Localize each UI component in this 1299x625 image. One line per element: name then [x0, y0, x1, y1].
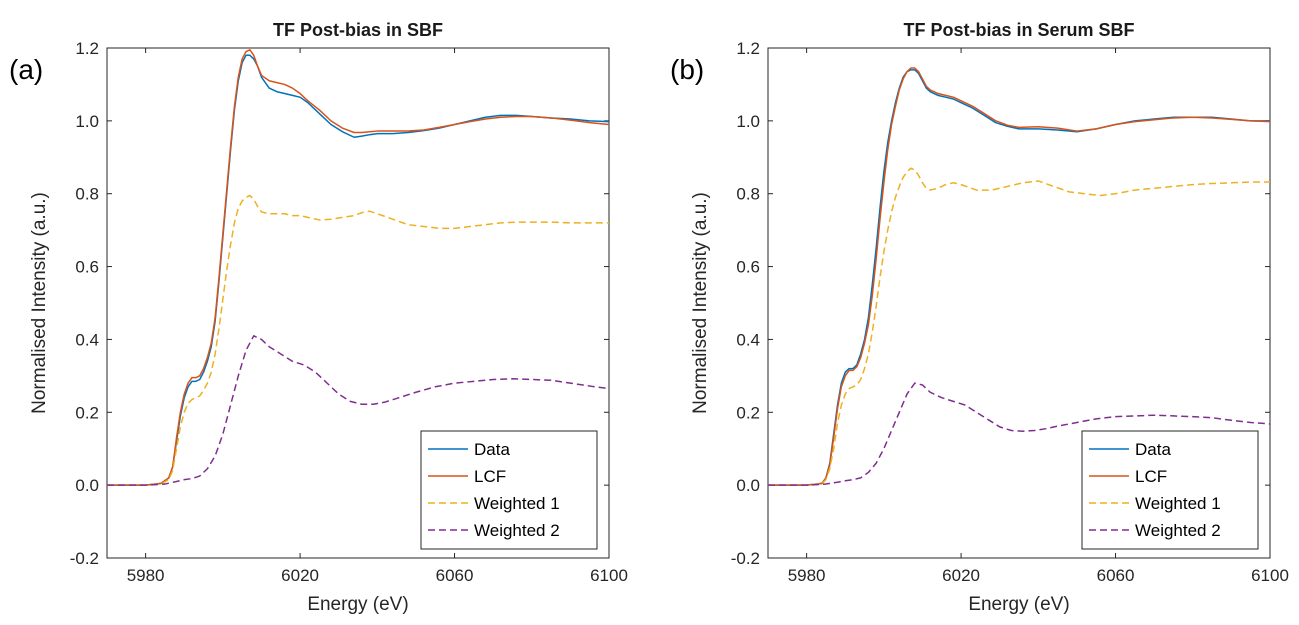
y-tick-label: 1.2: [736, 39, 760, 58]
series-line-weighted-2: [768, 382, 1270, 486]
y-tick-label: 0.6: [75, 258, 99, 277]
y-axis-label: Normalised Intensity (a.u.): [29, 192, 50, 414]
y-tick-label: 0.4: [736, 330, 760, 349]
legend-label: Weighted 1: [474, 494, 560, 513]
chart-title: TF Post-bias in SBF: [273, 20, 443, 40]
panel-label: (b): [670, 54, 704, 85]
x-tick-label: 6020: [281, 566, 319, 585]
y-tick-label: 0.0: [75, 476, 99, 495]
y-tick-label: 1.2: [75, 39, 99, 58]
legend-label: LCF: [1135, 467, 1167, 486]
series-line-weighted-1: [768, 167, 1270, 486]
y-tick-label: 1.0: [736, 112, 760, 131]
x-tick-label: 5980: [788, 566, 826, 585]
series-group: [107, 49, 609, 486]
legend-label: Data: [1135, 440, 1171, 459]
x-tick-label: 6020: [942, 566, 980, 585]
y-tick-label: -0.2: [731, 549, 760, 568]
chart-panel-b: -0.2 0.0 0.2 0.4 0.6 0.8 1.0 1.2 5980 6020 6060 610…: [670, 20, 1289, 615]
y-tick-label: 0.4: [75, 330, 99, 349]
chart-panel-a: -0.2 0.0 0.2 0.4 0.6 0.8 1.0 1.2 5980 6020 6060 610…: [9, 20, 628, 615]
series-line-weighted-2: [107, 335, 609, 486]
y-tick-label: -0.2: [70, 549, 99, 568]
series-line-lcf: [768, 67, 1270, 486]
series-group: [768, 67, 1270, 486]
legend-label: LCF: [474, 467, 506, 486]
y-tick-label: 0.2: [75, 403, 99, 422]
legend: Data LCF Weighted 1 Weighted 2: [1081, 430, 1259, 550]
series-line-weighted-1: [107, 194, 609, 486]
panel-label: (a): [9, 54, 43, 85]
y-tick-label: 0.8: [736, 185, 760, 204]
series-line-lcf: [107, 49, 609, 486]
y-tick-label: 0.0: [736, 476, 760, 495]
x-tick-label: 6060: [1097, 566, 1135, 585]
y-axis-label: Normalised Intensity (a.u.): [690, 192, 711, 414]
chart-title: TF Post-bias in Serum SBF: [903, 20, 1134, 40]
x-axis-label: Energy (eV): [307, 594, 408, 615]
x-tick-label: 6060: [436, 566, 474, 585]
x-tick-label: 6100: [590, 566, 628, 585]
legend-label: Weighted 2: [474, 521, 560, 540]
y-tick-label: 1.0: [75, 112, 99, 131]
x-tick-label: 5980: [127, 566, 165, 585]
y-tick-label: 0.6: [736, 258, 760, 277]
x-tick-label: 6100: [1251, 566, 1289, 585]
legend-label: Data: [474, 440, 510, 459]
legend-label: Weighted 2: [1135, 521, 1221, 540]
y-tick-label: 0.2: [736, 403, 760, 422]
y-tick-label: 0.8: [75, 185, 99, 204]
x-axis-label: Energy (eV): [968, 594, 1069, 615]
legend-label: Weighted 1: [1135, 494, 1221, 513]
legend: Data LCF Weighted 1 Weighted 2: [420, 430, 598, 550]
